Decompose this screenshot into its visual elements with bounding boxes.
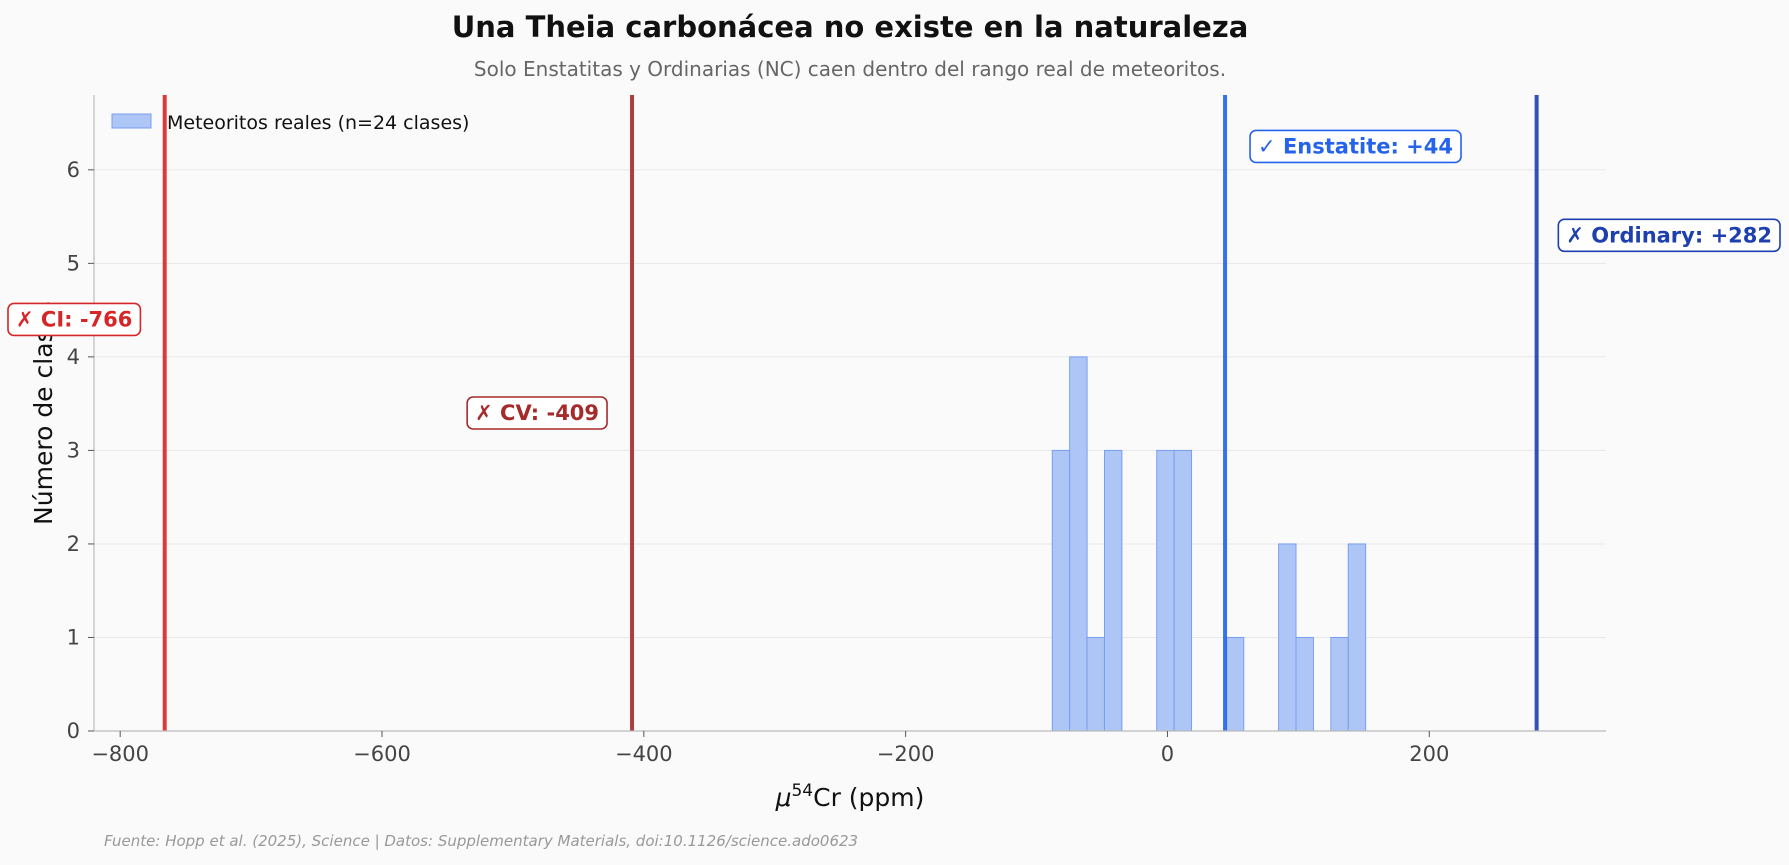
reference-label-box bbox=[466, 396, 608, 430]
chart-subtitle: Solo Enstatitas y Ordinarias (NC) caen d… bbox=[474, 57, 1226, 81]
y-tick-label: 3 bbox=[67, 438, 80, 462]
x-tick-label: −400 bbox=[615, 742, 673, 766]
histogram-bar bbox=[1295, 636, 1314, 732]
y-ticks: 0 1 2 3 4 5 6 bbox=[67, 158, 94, 743]
reference-lines bbox=[162, 95, 1539, 731]
source-note: Fuente: Hopp et al. (2025), Science | Da… bbox=[104, 832, 858, 850]
legend-swatch bbox=[111, 113, 152, 129]
axes bbox=[93, 95, 1606, 732]
histogram-bar bbox=[1330, 636, 1349, 732]
y-tick-label: 0 bbox=[67, 719, 80, 743]
x-ticks: −800 −600 −400 −200 0 200 bbox=[91, 731, 1449, 766]
histogram-bar bbox=[1051, 449, 1071, 732]
y-tick-label: 6 bbox=[67, 158, 80, 182]
x-tick-label: −800 bbox=[91, 742, 149, 766]
histogram-bar bbox=[1103, 449, 1123, 732]
y-tick-label: 5 bbox=[67, 251, 80, 275]
x-axis-label: μ54Cr (ppm) bbox=[775, 781, 925, 812]
histogram-bar bbox=[1086, 636, 1105, 732]
reference-label-text: ✗ CV: -409 bbox=[475, 401, 599, 425]
x-tick-label: −200 bbox=[877, 742, 935, 766]
reference-label-box bbox=[1557, 218, 1781, 253]
x-tick-label: −600 bbox=[353, 742, 411, 766]
histogram-bar bbox=[1225, 636, 1245, 732]
legend: Meteoritos reales (n=24 clases) bbox=[111, 112, 469, 134]
reference-label: ✗ CV: -409 bbox=[466, 396, 608, 430]
reference-label-text: ✗ Ordinary: +282 bbox=[1566, 223, 1772, 247]
histogram-bar bbox=[1278, 543, 1297, 732]
reference-label-box bbox=[1249, 129, 1462, 164]
x-tick-label: 0 bbox=[1161, 742, 1174, 766]
y-axis-label: Número de clases bbox=[29, 301, 58, 525]
histogram-bar bbox=[1069, 356, 1088, 732]
histogram-bar bbox=[1173, 449, 1193, 732]
gridlines bbox=[94, 169, 1606, 638]
reference-label: ✗ Ordinary: +282 bbox=[1557, 218, 1781, 253]
histogram-bar bbox=[1156, 449, 1175, 732]
histogram-bar bbox=[1347, 543, 1367, 732]
reference-labels: ✗ CI: -766 ✗ CV: -409 ✓ Enstatite: +44 ✗ Or… bbox=[7, 129, 1781, 430]
legend-label: Meteoritos reales (n=24 clases) bbox=[167, 112, 469, 134]
reference-label: ✗ CI: -766 bbox=[7, 302, 142, 337]
x-tick-label: 200 bbox=[1409, 742, 1449, 766]
chart-title: Una Theia carbonácea no existe en la nat… bbox=[452, 10, 1249, 44]
reference-label: ✓ Enstatite: +44 bbox=[1249, 129, 1462, 164]
reference-label-box bbox=[7, 302, 142, 337]
y-tick-label: 4 bbox=[67, 345, 80, 369]
reference-label-text: ✓ Enstatite: +44 bbox=[1258, 134, 1453, 158]
y-tick-label: 2 bbox=[67, 532, 80, 556]
reference-label-text: ✗ CI: -766 bbox=[16, 307, 132, 331]
histogram-bars bbox=[1051, 356, 1367, 732]
y-tick-label: 1 bbox=[67, 625, 80, 649]
